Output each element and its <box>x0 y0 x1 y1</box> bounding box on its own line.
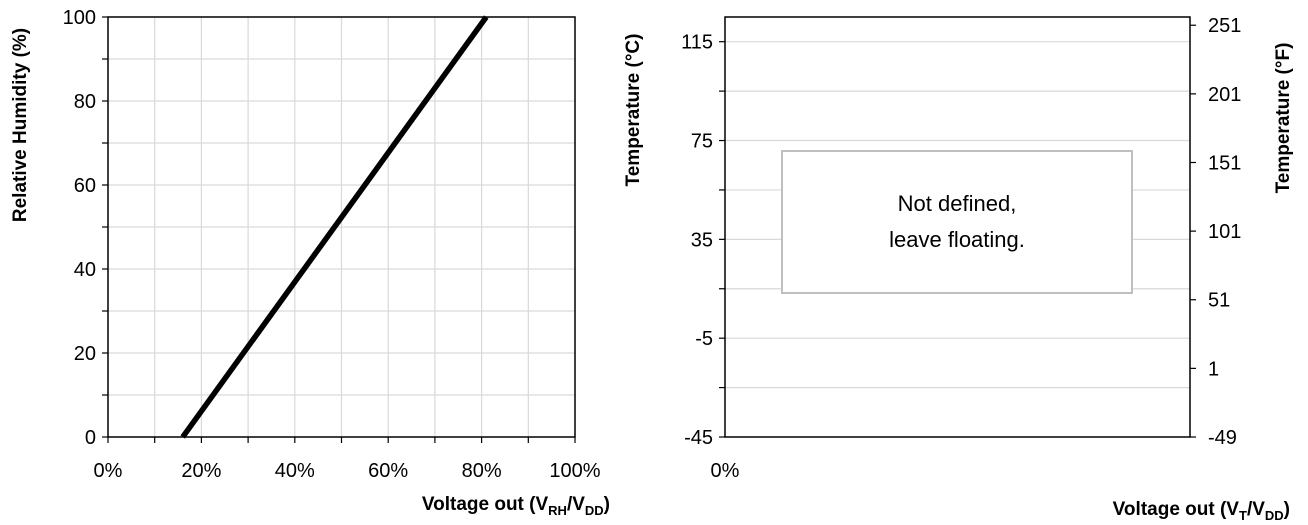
celsius-tick-label: 115 <box>681 32 713 54</box>
celsius-tick-label: 75 <box>691 131 713 153</box>
x-tick-label: 40% <box>275 460 315 482</box>
x-tick-label: 80% <box>462 460 502 482</box>
humidity-grid <box>108 17 575 437</box>
humidity-tick-marks <box>102 16 576 443</box>
y-tick-label: 20 <box>74 343 96 365</box>
fahrenheit-tick-label: 101 <box>1208 221 1241 243</box>
x-tick-label: 60% <box>368 460 408 482</box>
temperature-plot-frame <box>724 16 1191 438</box>
annotation-line-1: Not defined, <box>898 191 1017 216</box>
y-tick-label: 80 <box>74 91 96 113</box>
fahrenheit-axis-label: Temperature (°F) <box>1273 43 1294 194</box>
fahrenheit-tick-label: 251 <box>1208 15 1241 37</box>
x-tick-label: 0% <box>94 460 123 482</box>
temperature-x-axis-label: Voltage out (VT/VDD) <box>1113 499 1290 523</box>
temperature-tick-marks <box>719 24 1196 438</box>
x-tick-label: 100% <box>549 460 600 482</box>
humidity-x-axis-label: Voltage out (VRH/VDD) <box>422 494 610 518</box>
temperature-x-tick-labels: 0% <box>711 460 740 482</box>
fahrenheit-tick-label: 201 <box>1208 84 1241 106</box>
humidity-y-tick-labels: 0 20 40 60 80 100 <box>63 7 96 449</box>
celsius-tick-labels: -45 -5 35 75 115 <box>681 32 713 449</box>
celsius-tick-label: -45 <box>684 427 713 449</box>
annotation-line-2: leave floating. <box>889 227 1025 252</box>
fahrenheit-tick-label: 1 <box>1208 358 1219 380</box>
humidity-x-tick-labels: 0% 20% 40% 60% 80% 100% <box>94 460 601 482</box>
humidity-line <box>180 15 489 439</box>
y-tick-label: 0 <box>85 427 96 449</box>
celsius-axis-label: Temperature (°C) <box>623 34 644 187</box>
x-tick-label: 20% <box>181 460 221 482</box>
fahrenheit-tick-label: 51 <box>1208 290 1230 312</box>
celsius-tick-label: 35 <box>691 229 713 251</box>
fahrenheit-tick-label: -49 <box>1208 427 1237 449</box>
y-tick-label: 40 <box>74 259 96 281</box>
y-tick-label: 100 <box>63 7 96 29</box>
humidity-series <box>180 15 489 439</box>
x-tick-label: 0% <box>711 460 740 482</box>
fahrenheit-tick-label: 151 <box>1208 152 1241 174</box>
undefined-region-box <box>781 150 1133 294</box>
humidity-y-axis-label: Relative Humidity (%) <box>10 28 31 222</box>
y-tick-label: 60 <box>74 175 96 197</box>
celsius-tick-label: -5 <box>695 328 713 350</box>
humidity-chart: 0 20 40 60 80 100 0% 20% 40% 60% 80% 100% Relative… <box>10 7 610 518</box>
